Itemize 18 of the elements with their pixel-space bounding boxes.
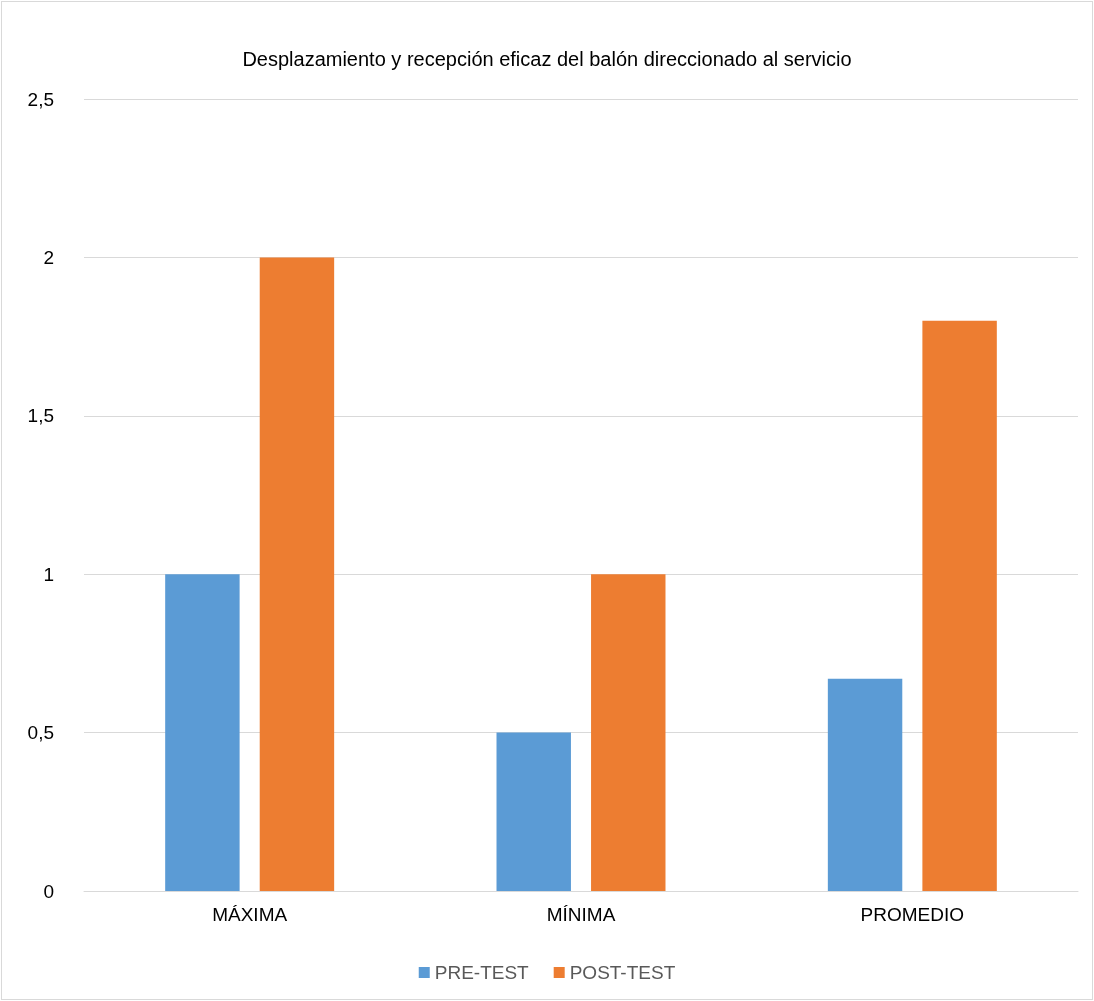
chart-title: Desplazamiento y recepción eficaz del balón direccionado al servicio xyxy=(242,48,852,70)
legend-label: POST-TEST xyxy=(569,962,676,983)
y-tick-label: 2,5 xyxy=(27,88,54,110)
bar xyxy=(259,257,335,891)
bar xyxy=(165,574,240,891)
x-tick-label: MÍNIMA xyxy=(546,904,616,925)
bar xyxy=(591,574,666,891)
y-tick-label: 1,5 xyxy=(27,405,54,427)
bar xyxy=(922,320,997,891)
y-tick-label: 1 xyxy=(43,563,54,585)
bar xyxy=(827,678,903,891)
legend-label: PRE-TEST xyxy=(434,962,530,983)
bar xyxy=(496,732,571,891)
y-tick-label: 0 xyxy=(43,880,54,902)
x-tick-label: PROMEDIO xyxy=(860,904,965,925)
y-tick-label: 0,5 xyxy=(27,722,54,744)
y-tick-label: 2 xyxy=(43,246,54,268)
x-tick-label: MÁXIMA xyxy=(212,904,288,925)
